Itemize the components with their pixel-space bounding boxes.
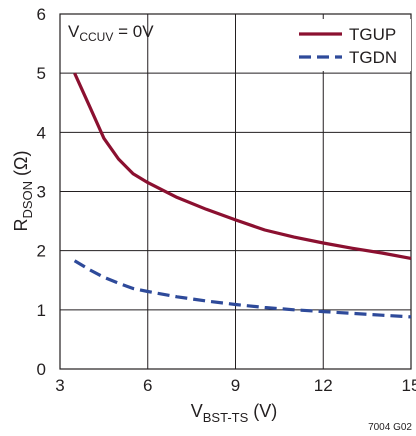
x-tick-label-15: 15 bbox=[402, 376, 416, 395]
y-tick-label-0: 0 bbox=[37, 360, 46, 379]
condition-main: V bbox=[68, 22, 80, 41]
condition-rest: = 0V bbox=[113, 22, 154, 41]
plot-frame bbox=[59, 13, 412, 370]
legend: TGUP TGDN bbox=[293, 19, 411, 71]
y-tick-label-6: 6 bbox=[37, 5, 46, 24]
series-layer bbox=[73, 72, 412, 319]
y-tick-label-5: 5 bbox=[37, 64, 46, 83]
plot-border bbox=[59, 13, 412, 370]
y-axis-title: RDSON (Ω) bbox=[11, 150, 35, 231]
x-tick-label-9: 9 bbox=[231, 376, 240, 395]
x-axis-title: VBST-TS (V) bbox=[191, 401, 278, 425]
gridlines bbox=[60, 14, 411, 369]
x-axis-title-main: V bbox=[191, 401, 203, 421]
series-line-tgup bbox=[73, 72, 412, 260]
x-axis-title-sub: BST-TS bbox=[203, 410, 249, 425]
y-tick-label-4: 4 bbox=[37, 123, 46, 142]
y-tick-label-2: 2 bbox=[37, 242, 46, 261]
y-axis-title-units: (Ω) bbox=[11, 150, 31, 180]
x-tick-label-12: 12 bbox=[314, 376, 333, 395]
legend-label-tgdn: TGDN bbox=[349, 48, 397, 67]
y-axis-title-main: R bbox=[11, 219, 31, 232]
figure-code: 7004 G02 bbox=[368, 422, 412, 433]
legend-background bbox=[293, 19, 411, 71]
y-tick-label-3: 3 bbox=[37, 183, 46, 202]
condition-label: VCCUV = 0V bbox=[68, 22, 154, 44]
legend-label-tgup: TGUP bbox=[349, 25, 396, 44]
x-axis-title-units: (V) bbox=[248, 401, 277, 421]
condition-sub: CCUV bbox=[79, 30, 113, 44]
x-tick-label-6: 6 bbox=[143, 376, 152, 395]
series-line-tgdn bbox=[73, 259, 412, 319]
y-axis-title-sub: DSON bbox=[20, 181, 35, 219]
x-tick-label-3: 3 bbox=[55, 376, 64, 395]
y-tick-label-1: 1 bbox=[37, 301, 46, 320]
